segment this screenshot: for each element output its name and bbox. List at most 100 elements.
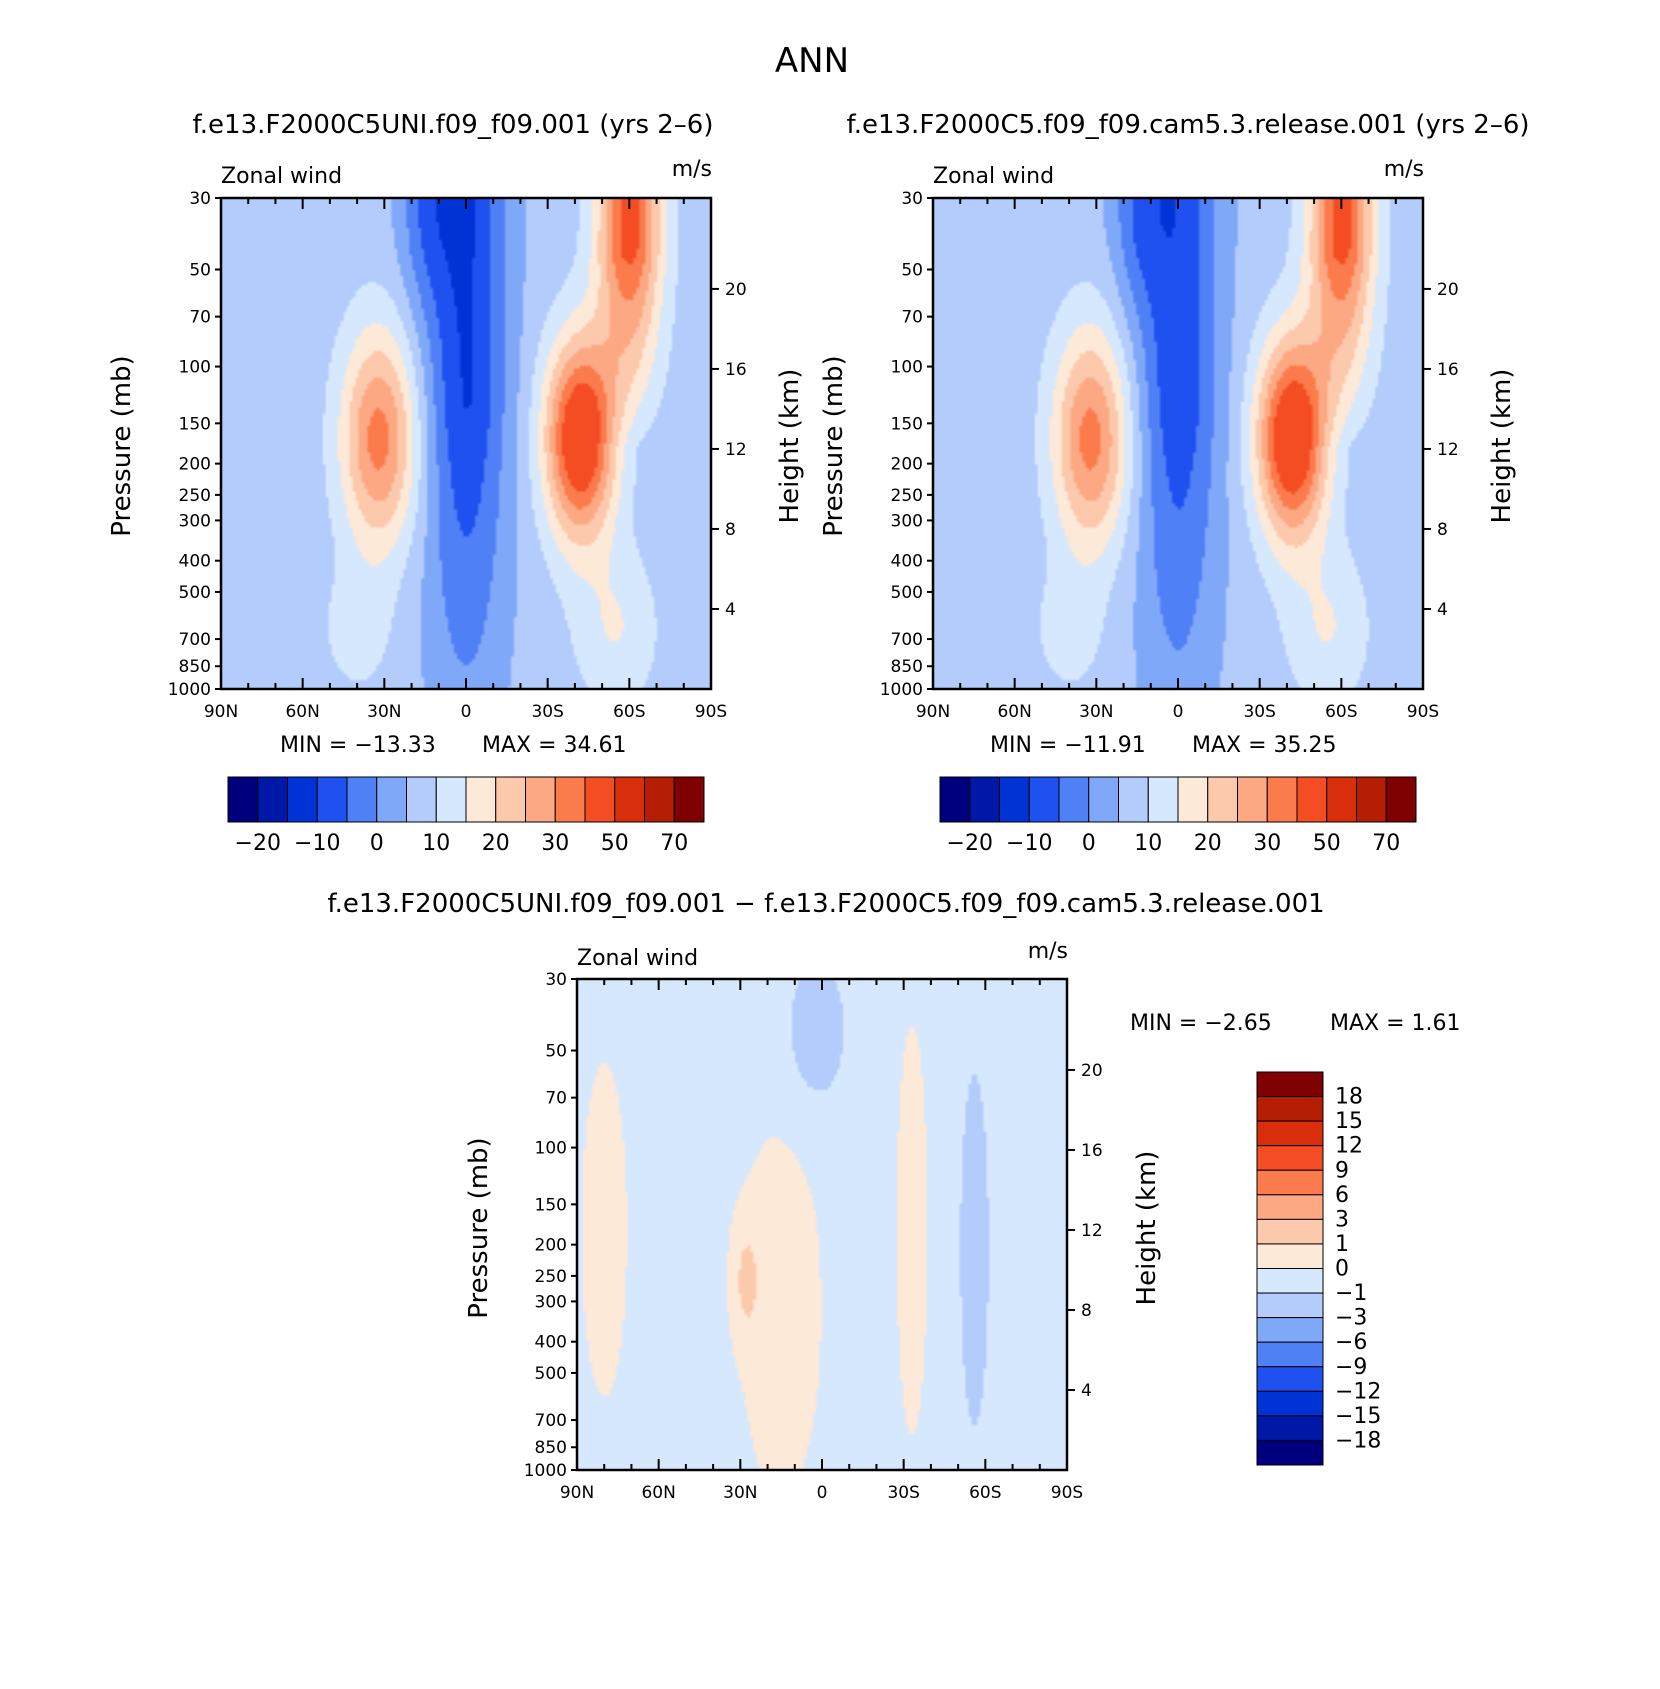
colorbar-tick-label: 30 [1253,831,1281,856]
y-tick-label-right: 20 [1437,280,1459,300]
y-tick-label: 1000 [168,680,211,700]
colorbar-swatch [1256,1292,1324,1319]
y-tick-label: 100 [535,1139,567,1159]
colorbar-swatch [644,776,675,823]
panel-test-contour-fill [221,198,711,689]
colorbar-tick-label: −20 [235,831,281,856]
colorbar-tick-label: −20 [947,831,993,856]
x-tick-label: 90S [1051,1483,1083,1503]
y-tick-label: 850 [535,1438,567,1458]
y-tick-label-right: 16 [725,360,747,380]
colorbar-swatch [1237,776,1268,823]
colorbar-tick-label: 10 [1134,831,1162,856]
colorbar-swatch [1256,1071,1324,1098]
colorbar-swatch [1177,776,1209,823]
colorbar-swatch [1356,776,1387,823]
colorbar-tick-label: 50 [1313,831,1341,856]
x-tick-label: 60N [997,702,1031,722]
colorbar-tick-label: −3 [1335,1306,1367,1331]
colorbar-tick-label: −15 [1335,1404,1381,1429]
y-tick-label: 500 [179,583,211,603]
y-axis-label-right: Height (km) [1487,369,1517,524]
y-tick-label: 500 [891,583,923,603]
x-tick-label: 60S [613,702,645,722]
colorbar-swatch [584,776,616,823]
colorbar-tick-label: 70 [1372,831,1400,856]
y-tick-label-right: 4 [1081,1381,1092,1401]
x-tick-label: 30S [1243,702,1275,722]
colorbar-tick-label: −1 [1335,1281,1367,1306]
contour-field [933,198,1423,689]
y-tick-label: 100 [891,358,923,378]
y-tick-label: 300 [535,1292,567,1312]
colorbar-tick-label: −10 [294,831,340,856]
colorbar-tick-label: 12 [1335,1134,1363,1159]
y-axis-label: Pressure (mb) [107,355,137,536]
colorbar-tick-label: 0 [370,831,384,856]
x-tick-label: 30S [531,702,563,722]
y-tick-label: 30 [901,189,923,209]
y-tick-label-right: 12 [1437,440,1459,460]
colorbar-swatch [406,776,437,823]
colorbar-swatch [1256,1317,1324,1343]
y-axis-label-right: Height (km) [775,369,805,524]
colorbar-swatch [1296,776,1328,823]
x-tick-label: 30N [723,1483,757,1503]
colorbar-tick-label: 20 [482,831,510,856]
units-label: m/s [672,157,712,182]
colorbar-swatch [614,776,645,823]
y-tick-label: 400 [535,1333,567,1353]
min-label: MIN = −13.33 [280,733,436,758]
colorbar-swatch [1207,776,1238,823]
x-tick-label: 30N [1079,702,1113,722]
colorbar-swatch [1256,1145,1324,1171]
y-tick-label: 400 [179,552,211,572]
colorbar-swatch [1256,1096,1324,1122]
colorbar-tick-label: 30 [541,831,569,856]
x-tick-label: 60S [1325,702,1357,722]
colorbar-swatch [316,776,348,823]
colorbar-swatch [1088,776,1119,823]
colorbar: −20 −10 0 10 20 30 50 70 [939,776,1417,856]
colorbar-tick-label: 3 [1335,1207,1349,1232]
y-tick-label: 50 [545,1042,567,1062]
colorbar-swatch [257,776,288,823]
x-tick-label: 90N [560,1483,594,1503]
y-tick-label: 850 [179,657,211,677]
x-tick-label: 30N [367,702,401,722]
x-tick-label: 90S [695,702,727,722]
x-tick-label: 90N [916,702,950,722]
colorbar-swatch [673,776,705,823]
y-tick-label: 30 [189,189,211,209]
colorbar-tick-label: 6 [1335,1183,1349,1208]
colorbar-swatch [1028,776,1060,823]
y-tick-label-right: 4 [725,600,736,620]
colorbar-tick-label: 70 [660,831,688,856]
colorbar-swatch [346,776,378,823]
x-tick-label: 60N [641,1483,675,1503]
y-tick-label: 50 [189,261,211,281]
y-tick-label: 300 [179,511,211,531]
colorbar: −20 −10 0 10 20 30 50 70 [227,776,705,856]
units-label: m/s [1384,157,1424,182]
panel-diff: f.e13.F2000C5UNI.f09_f09.001 − f.e13.F20… [327,889,1460,1503]
panel-title: f.e13.F2000C5UNI.f09_f09.001 (yrs 2–6) [193,110,714,140]
colorbar-swatch [554,776,586,823]
panel-title: f.e13.F2000C5UNI.f09_f09.001 − f.e13.F20… [327,889,1324,919]
colorbar-swatch [1256,1169,1324,1196]
y-tick-label-right: 4 [1437,600,1448,620]
y-tick-label: 200 [179,455,211,475]
colorbar-swatch [1256,1243,1324,1269]
colorbar-swatch [465,776,497,823]
y-tick-label: 200 [535,1236,567,1256]
panel-control-contour-fill [933,198,1423,689]
colorbar-swatch [227,776,259,823]
colorbar-tick-label: −18 [1335,1428,1381,1453]
variable-label: Zonal wind [933,164,1054,189]
colorbar-tick-label: 20 [1194,831,1222,856]
min-label: MIN = −11.91 [990,733,1146,758]
colorbar-swatch [969,776,1000,823]
colorbar-swatch [495,776,526,823]
colorbar-swatch [939,776,971,823]
y-tick-label: 70 [545,1089,567,1109]
